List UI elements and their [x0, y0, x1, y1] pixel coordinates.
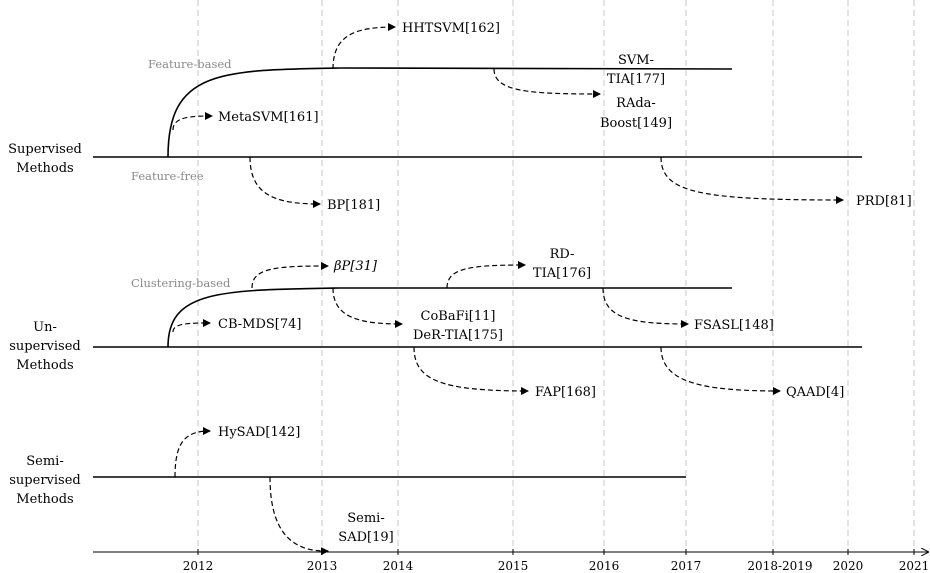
year-label-2017: 2017 — [671, 559, 702, 573]
link-rd-tia — [446, 261, 526, 289]
lane-label-semi-2: supervised — [9, 473, 80, 488]
method-links — [172, 23, 844, 556]
method-label-rada-boost-2: Boost[149] — [600, 116, 672, 131]
lane-label-supervised-2: Methods — [16, 161, 73, 176]
time-axis: 2012 2013 2014 2015 2016 2017 2018-2019 … — [93, 549, 929, 573]
method-label-cb-mds: CB-MDS[74] — [218, 317, 301, 332]
year-label-2020: 2020 — [833, 559, 864, 573]
year-label-2014: 2014 — [383, 559, 414, 573]
method-label-der-tia: DeR-TIA[175] — [413, 328, 503, 343]
method-label-semi-sad-2: SAD[19] — [338, 530, 393, 545]
link-svm-tia — [493, 68, 601, 98]
link-prd — [660, 156, 844, 204]
method-label-cobafi: CoBaFi[11] — [421, 309, 496, 324]
link-semi-sad — [269, 476, 329, 556]
lane-labels: Supervised Methods Un- supervised Method… — [8, 142, 82, 507]
lane-lines — [93, 156, 862, 478]
link-cobafi — [332, 287, 403, 328]
method-label-fsasl: FSASL[148] — [694, 318, 774, 333]
branch-label-clustering-based: Clustering-based — [131, 276, 231, 290]
method-label-svm-tia-2: TIA[177] — [607, 72, 665, 87]
lane-label-semi-1: Semi- — [26, 454, 63, 469]
link-cb-mds — [172, 319, 211, 333]
method-label-semi-sad-1: Semi- — [347, 511, 384, 526]
year-label-2016: 2016 — [589, 559, 620, 573]
method-labels: HHTSVM[162] SVM- TIA[177] RAda- Boost[14… — [218, 21, 912, 545]
method-label-rd-tia-1: RD- — [550, 247, 575, 262]
branch-curves — [167, 67, 733, 348]
link-fsasl — [602, 287, 689, 328]
feature-based-branch-curve — [167, 67, 733, 158]
link-qaad — [660, 346, 781, 395]
method-label-qaad: QAAD[4] — [786, 385, 844, 400]
method-label-beta-p: βP[31] — [333, 259, 378, 274]
link-fap — [413, 346, 529, 395]
lane-label-semi-3: Methods — [16, 492, 73, 507]
method-label-bp: BP[181] — [327, 198, 380, 213]
branch-label-feature-free: Feature-free — [131, 169, 204, 183]
method-label-hysad: HySAD[142] — [218, 425, 300, 440]
year-label-2015: 2015 — [498, 559, 529, 573]
method-label-svm-tia-1: SVM- — [618, 53, 654, 68]
branch-label-feature-based: Feature-based — [148, 57, 232, 71]
link-metasvm — [172, 112, 213, 131]
link-hysad — [174, 427, 211, 478]
method-label-rada-boost-1: RAda- — [616, 96, 656, 111]
method-label-hhtsvm: HHTSVM[162] — [402, 21, 500, 36]
lane-label-unsupervised-1: Un- — [33, 320, 57, 335]
method-label-fap: FAP[168] — [535, 385, 596, 400]
method-label-prd: PRD[81] — [856, 194, 912, 209]
method-label-metasvm: MetaSVM[161] — [218, 110, 319, 125]
link-beta-p — [251, 262, 329, 289]
year-label-2021: 2021 — [899, 559, 930, 573]
year-gridlines — [197, 0, 915, 548]
link-bp — [249, 156, 321, 208]
lane-label-unsupervised-2: supervised — [9, 339, 80, 354]
lane-label-supervised-1: Supervised — [8, 142, 82, 157]
method-label-rd-tia-2: TIA[176] — [533, 266, 591, 281]
link-hhtsvm — [332, 23, 396, 70]
year-label-2012: 2012 — [183, 559, 214, 573]
lane-label-unsupervised-3: Methods — [16, 358, 73, 373]
year-label-2018-2019: 2018-2019 — [747, 559, 812, 573]
clustering-based-branch-curve — [167, 287, 732, 348]
year-label-2013: 2013 — [307, 559, 338, 573]
